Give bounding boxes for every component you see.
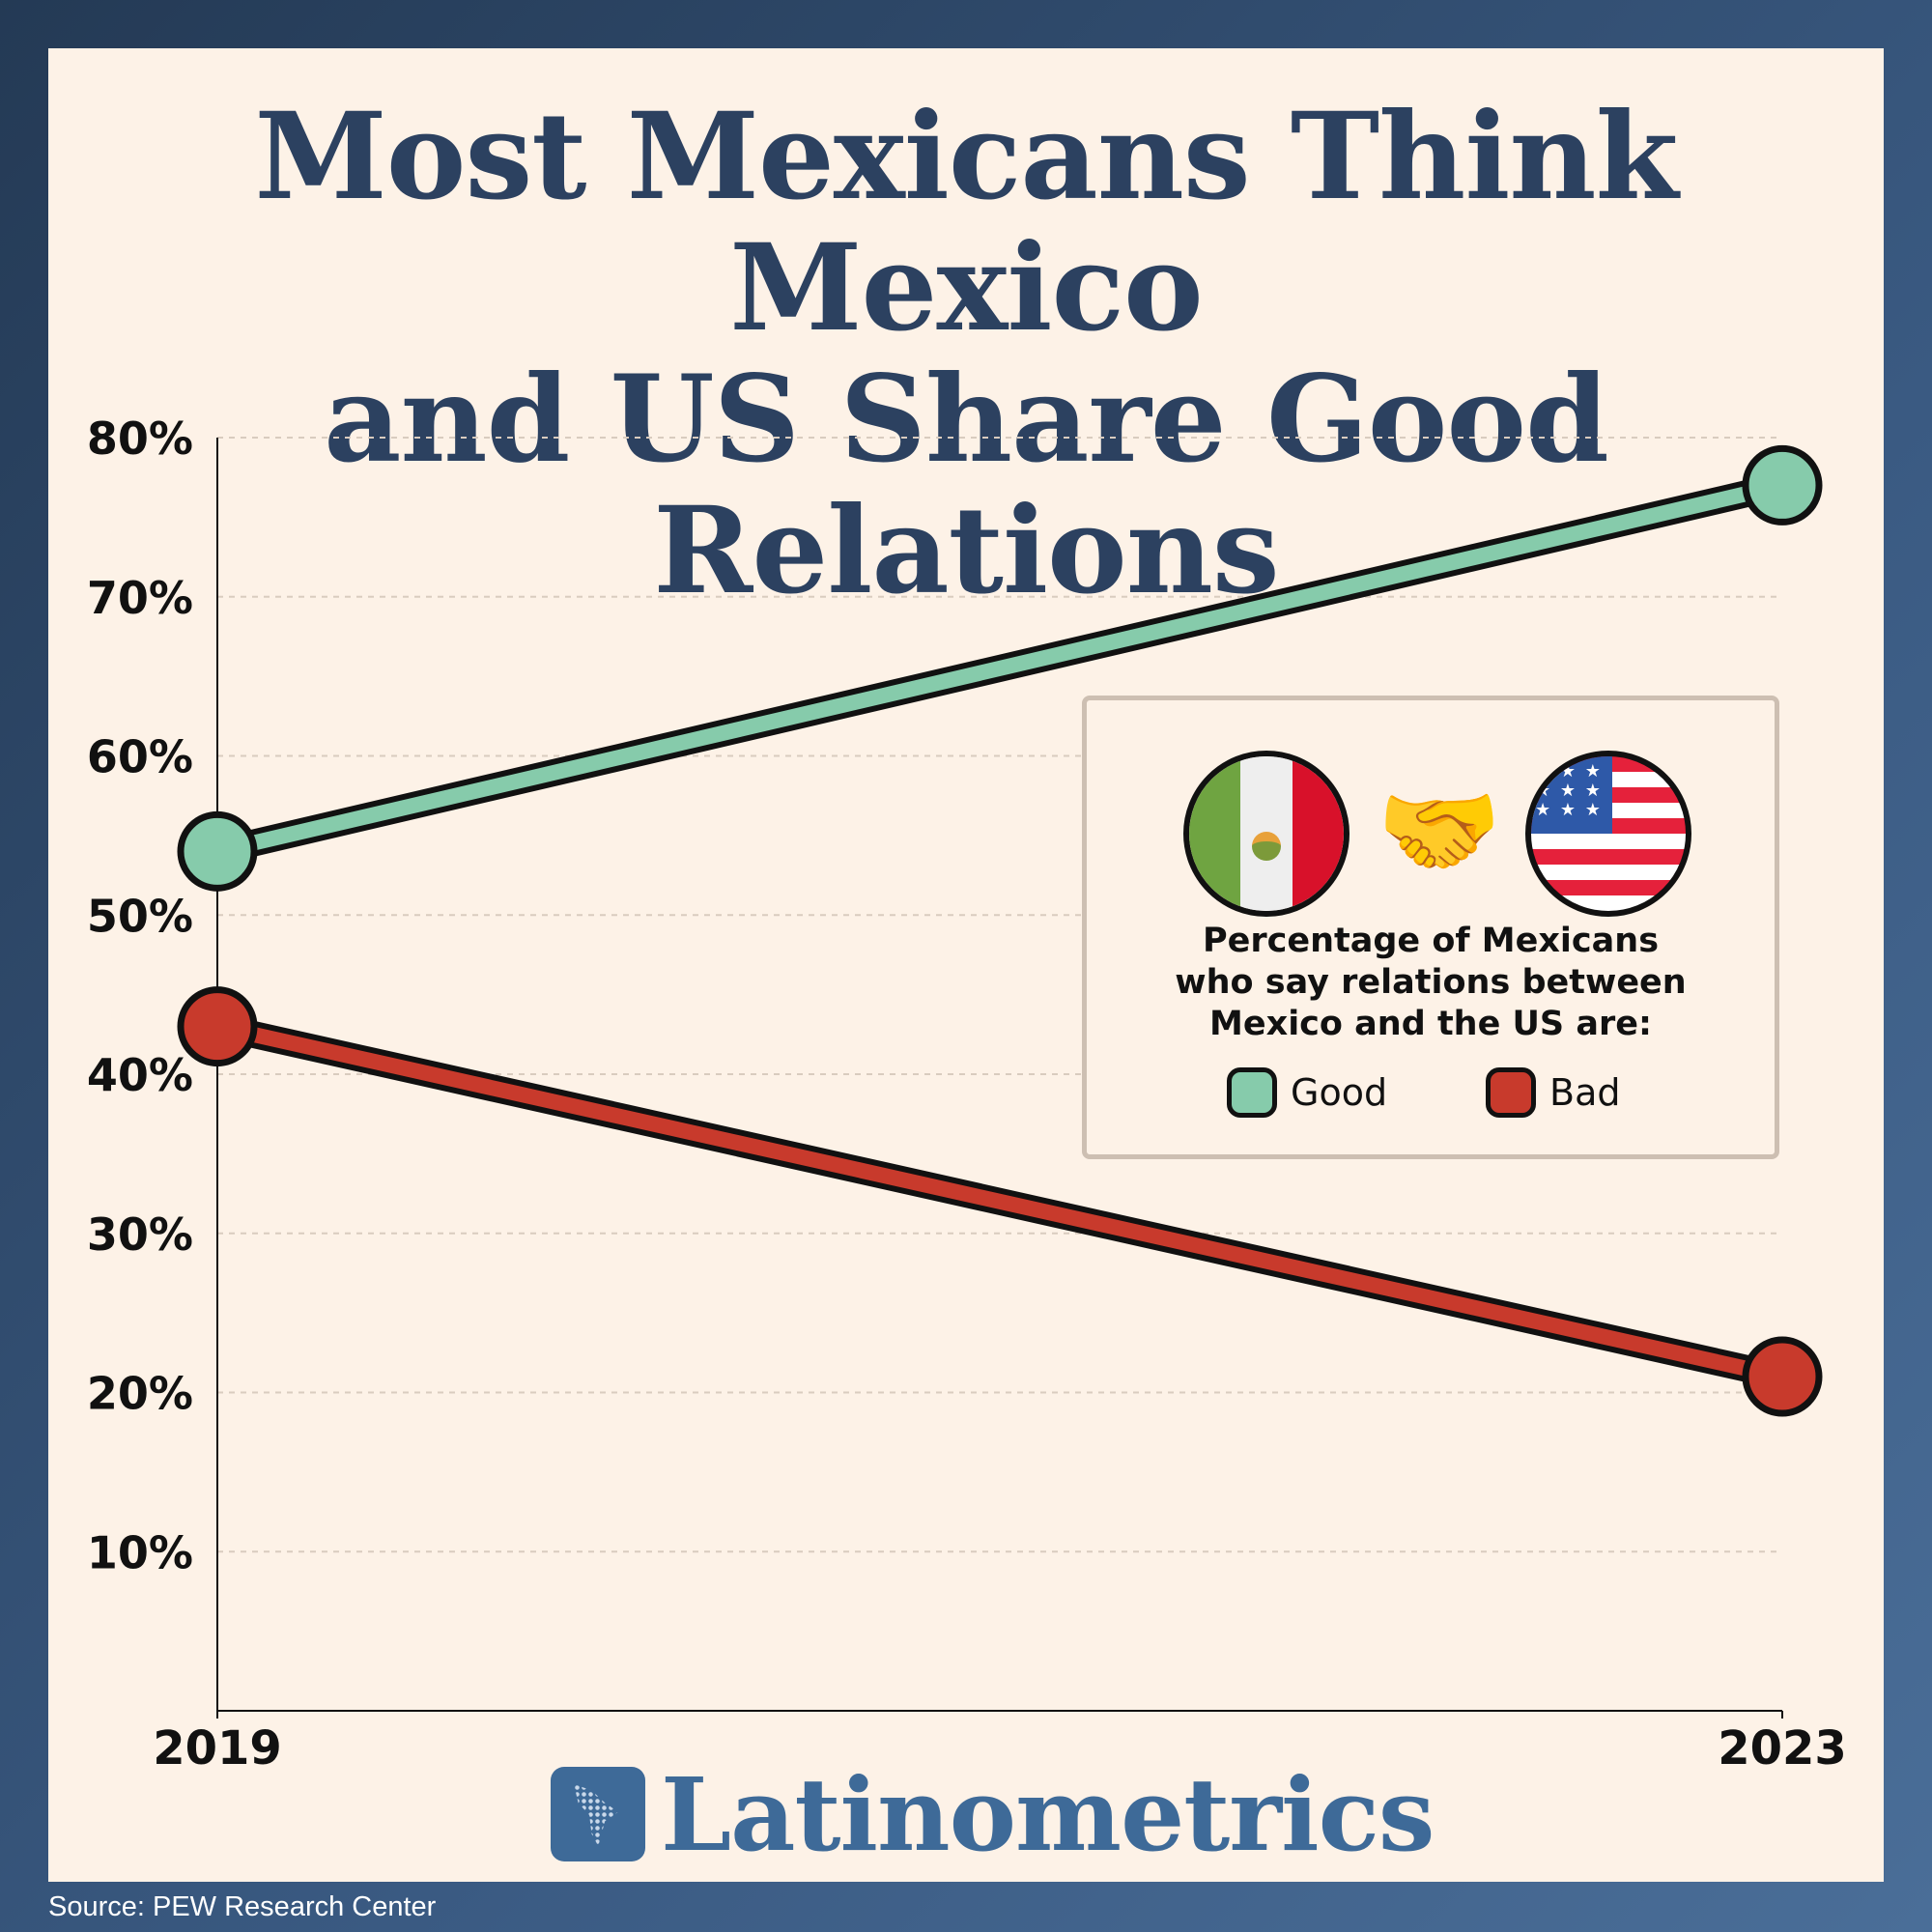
legend-label-good: Good [1291, 1071, 1388, 1114]
x-tick-label: 2023 [1718, 1721, 1847, 1776]
handshake-icon: 🤝 [1377, 772, 1502, 890]
legend-item-bad: Bad [1486, 1063, 1620, 1122]
x-tick-label: 2019 [153, 1721, 282, 1776]
x-tick-labels: 2019 2023 [153, 1721, 1847, 1776]
y-tick-label: 60% [87, 731, 193, 783]
legend-item-good: Good [1227, 1063, 1387, 1122]
y-tick-label: 80% [87, 412, 193, 465]
flag-row: 🤝 ★ ★ ★ ★ ★ ★ ★ ★ ★ [1183, 751, 1695, 917]
y-tick-label: 40% [87, 1049, 193, 1101]
brand-footer: Latinometrics [551, 1755, 1435, 1874]
series-lines [177, 444, 1823, 1417]
legend-box: 🤝 ★ ★ ★ ★ ★ ★ ★ ★ ★ Percentage of Mexica… [1082, 696, 1779, 1159]
y-tick-labels: 10% 20% 30% 40% 50% 60% 70% 80% [87, 412, 193, 1578]
y-tick-label: 20% [87, 1368, 193, 1420]
source-note: Source: PEW Research Center [48, 1891, 437, 1922]
y-tick-label: 70% [87, 572, 193, 624]
latin-america-map-icon [551, 1767, 645, 1861]
title-line-2: and US Share Good Relations [324, 350, 1609, 621]
mexico-flag-icon [1183, 751, 1350, 917]
y-tick-label: 10% [87, 1526, 193, 1578]
data-point-good [1742, 444, 1823, 526]
series-line-good [210, 477, 1790, 860]
legend-swatch-bad [1486, 1067, 1536, 1118]
us-flag-icon: ★ ★ ★ ★ ★ ★ ★ ★ ★ [1525, 751, 1691, 917]
legend-title-line-1: Percentage of Mexicans [1202, 922, 1660, 960]
legend-swatch-good [1227, 1067, 1277, 1118]
y-tick-label: 30% [87, 1208, 193, 1261]
axes [216, 438, 1783, 1719]
data-point-bad [1742, 1336, 1823, 1417]
brand-name: Latinometrics [661, 1754, 1435, 1874]
chart-title: Most Mexicans Think Mexico and US Share … [0, 92, 1932, 617]
y-tick-label: 50% [87, 890, 193, 942]
legend-title: Percentage of Mexicans who say relations… [1087, 921, 1775, 1045]
legend-title-line-2: who say relations between [1175, 963, 1687, 1002]
series-good [177, 444, 1823, 892]
legend-title-line-3: Mexico and the US are: [1209, 1005, 1652, 1043]
legend-label-bad: Bad [1549, 1071, 1621, 1114]
us-flag-stars: ★ ★ ★ ★ ★ ★ ★ ★ ★ [1531, 756, 1612, 834]
series-line-bad [210, 1018, 1790, 1385]
title-line-1: Most Mexicans Think Mexico [254, 87, 1679, 358]
series-bad [177, 986, 1823, 1417]
data-point-bad [177, 986, 258, 1067]
data-point-good [177, 810, 258, 892]
